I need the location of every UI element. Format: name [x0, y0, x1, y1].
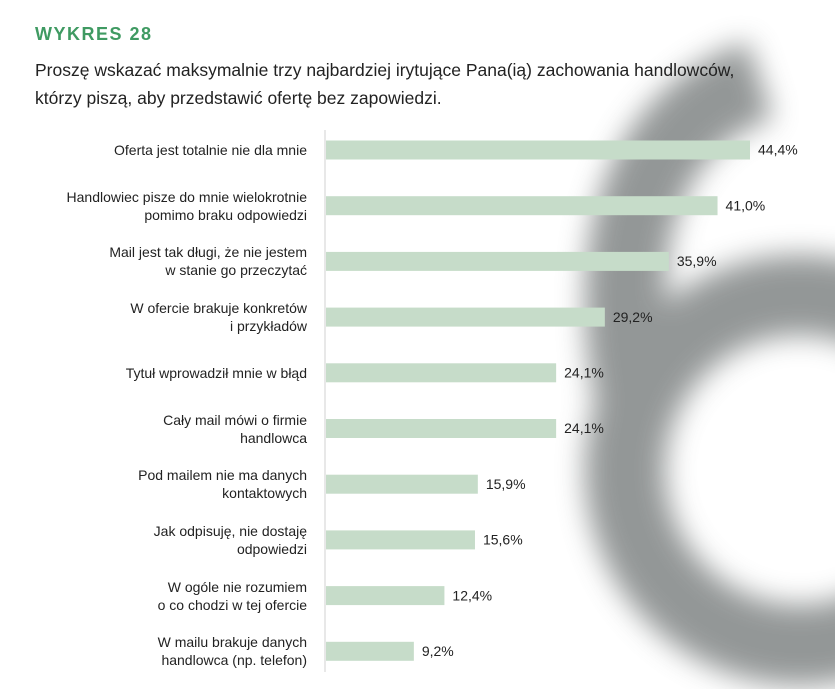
category-label: Mail jest tak długi, że nie jestem w sta…	[109, 244, 307, 279]
bar	[326, 530, 475, 550]
value-label: 29,2%	[613, 309, 653, 325]
category-label: W ofercie brakuje konkretów i przykładów	[130, 300, 307, 335]
value-label: 9,2%	[422, 643, 454, 659]
bar	[326, 140, 750, 160]
category-label: Tytuł wprowadził mnie w błąd	[125, 364, 307, 381]
bar	[326, 196, 718, 216]
bar	[326, 641, 414, 661]
value-label: 24,1%	[564, 420, 604, 436]
category-label: W ogóle nie rozumiem o co chodzi w tej o…	[157, 578, 307, 613]
value-label: 15,9%	[486, 476, 526, 492]
background-shape	[585, 42, 835, 685]
value-label: 24,1%	[564, 365, 604, 381]
bar	[326, 474, 478, 494]
value-label: 15,6%	[483, 532, 523, 548]
category-label: Handlowiec pisze do mnie wielokrotnie po…	[66, 188, 307, 223]
bar	[326, 363, 557, 383]
value-label: 12,4%	[452, 587, 492, 603]
value-label: 44,4%	[758, 142, 798, 158]
value-label: 35,9%	[677, 253, 717, 269]
bar	[326, 586, 445, 606]
bar	[326, 419, 557, 438]
category-label: Cały mail mówi o firmie handlowca	[163, 411, 307, 446]
category-label: W mailu brakuje danych handlowca (np. te…	[157, 634, 307, 669]
bar	[326, 251, 669, 271]
value-label: 41,0%	[726, 197, 766, 213]
category-label: Oferta jest totalnie nie dla mnie	[114, 142, 307, 158]
category-label: Jak odpisuję, nie dostaję odpowiedzi	[153, 522, 307, 557]
category-label: Pod mailem nie ma danych kontaktowych	[138, 467, 307, 502]
chart-subtitle: Proszę wskazać maksymalnie trzy najbardz…	[35, 60, 735, 108]
chart-title: WYKRES 28	[35, 24, 153, 44]
bar	[326, 307, 605, 327]
